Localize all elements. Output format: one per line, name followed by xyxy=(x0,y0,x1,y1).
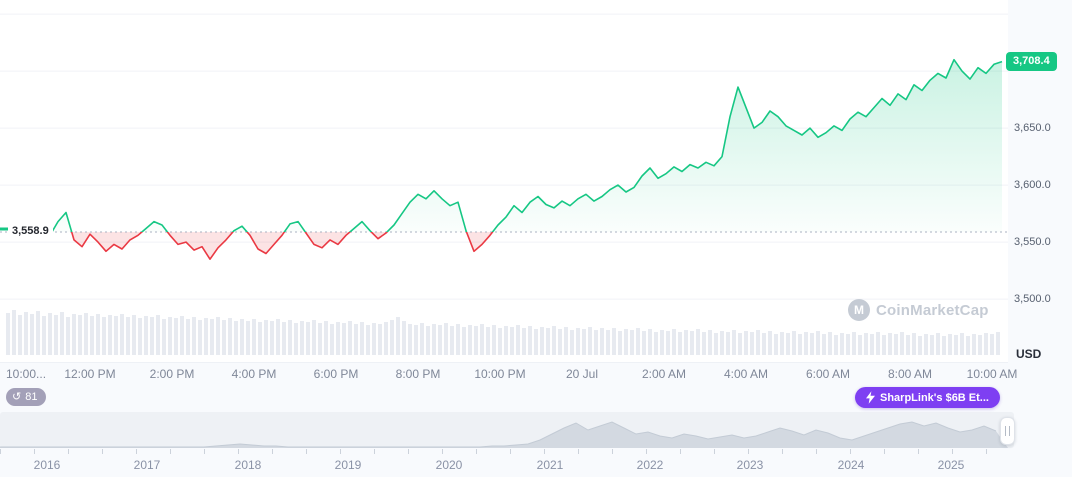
price-chart[interactable]: 3,558.9 M CoinMarketCap xyxy=(0,0,1008,363)
year-label: 2025 xyxy=(937,458,965,472)
time-axis-label: 10:00... xyxy=(6,367,47,381)
time-axis-label: 4:00 AM xyxy=(723,367,769,381)
year-label: 2023 xyxy=(736,458,764,472)
time-axis-label: 8:00 PM xyxy=(395,367,441,381)
price-axis[interactable]: 3,650.0 3,600.0 3,550.0 3,500.0 xyxy=(1008,0,1072,362)
year-label: 2019 xyxy=(334,458,362,472)
price-chart-svg[interactable] xyxy=(0,0,1008,362)
year-axis: 2016 2017 2018 2019 2020 2021 2022 2023 2024 2025 xyxy=(0,458,1010,474)
time-axis: 10:00... 12:00 PM 2:00 PM 4:00 PM 6:00 PM 8:0… xyxy=(0,367,1017,383)
currency-unit-label: USD xyxy=(1016,347,1042,361)
price-axis-label: 3,550.0 xyxy=(1014,236,1051,249)
news-annotation-label: SharpLink's $6B Et... xyxy=(880,391,989,404)
watermark: M CoinMarketCap xyxy=(848,299,989,321)
year-label: 2016 xyxy=(33,458,61,472)
year-label: 2018 xyxy=(234,458,262,472)
watermark-text: CoinMarketCap xyxy=(876,301,989,319)
previous-close-label: 3,558.9 xyxy=(8,224,53,239)
news-annotation-button[interactable]: SharpLink's $6B Et... xyxy=(855,387,1000,408)
time-axis-label: 8:00 AM xyxy=(887,367,933,381)
time-axis-label: 2:00 AM xyxy=(641,367,687,381)
time-axis-label: 12:00 PM xyxy=(64,367,116,381)
time-axis-label: 10:00 PM xyxy=(474,367,526,381)
history-icon: ↺ xyxy=(12,390,22,403)
time-axis-label: 6:00 PM xyxy=(313,367,359,381)
coinmarketcap-logo-icon: M xyxy=(848,299,870,321)
navigator-mini-chart xyxy=(0,412,1008,448)
price-axis-label: 3,650.0 xyxy=(1014,122,1051,135)
navigator-tick-marks xyxy=(0,449,1008,454)
time-axis-label: 20 Jul xyxy=(565,367,599,381)
price-axis-label: 3,600.0 xyxy=(1014,179,1051,192)
navigator-resize-handle[interactable] xyxy=(1000,417,1015,445)
time-axis-label: 4:00 PM xyxy=(231,367,277,381)
time-axis-label: 6:00 AM xyxy=(805,367,851,381)
time-axis-label: 2:00 PM xyxy=(149,367,195,381)
year-label: 2024 xyxy=(837,458,865,472)
price-axis-label: 3,500.0 xyxy=(1014,293,1051,306)
date-range-navigator[interactable] xyxy=(0,412,1014,448)
time-axis-label: 10:00 AM xyxy=(966,367,1018,381)
lightning-icon xyxy=(866,391,875,404)
history-count-badge[interactable]: ↺ 81 xyxy=(6,388,47,406)
current-price-badge: 3,708.4 xyxy=(1006,51,1057,71)
history-count: 81 xyxy=(25,391,38,403)
year-label: 2017 xyxy=(133,458,161,472)
year-label: 2022 xyxy=(636,458,664,472)
year-label: 2020 xyxy=(435,458,463,472)
year-label: 2021 xyxy=(536,458,564,472)
